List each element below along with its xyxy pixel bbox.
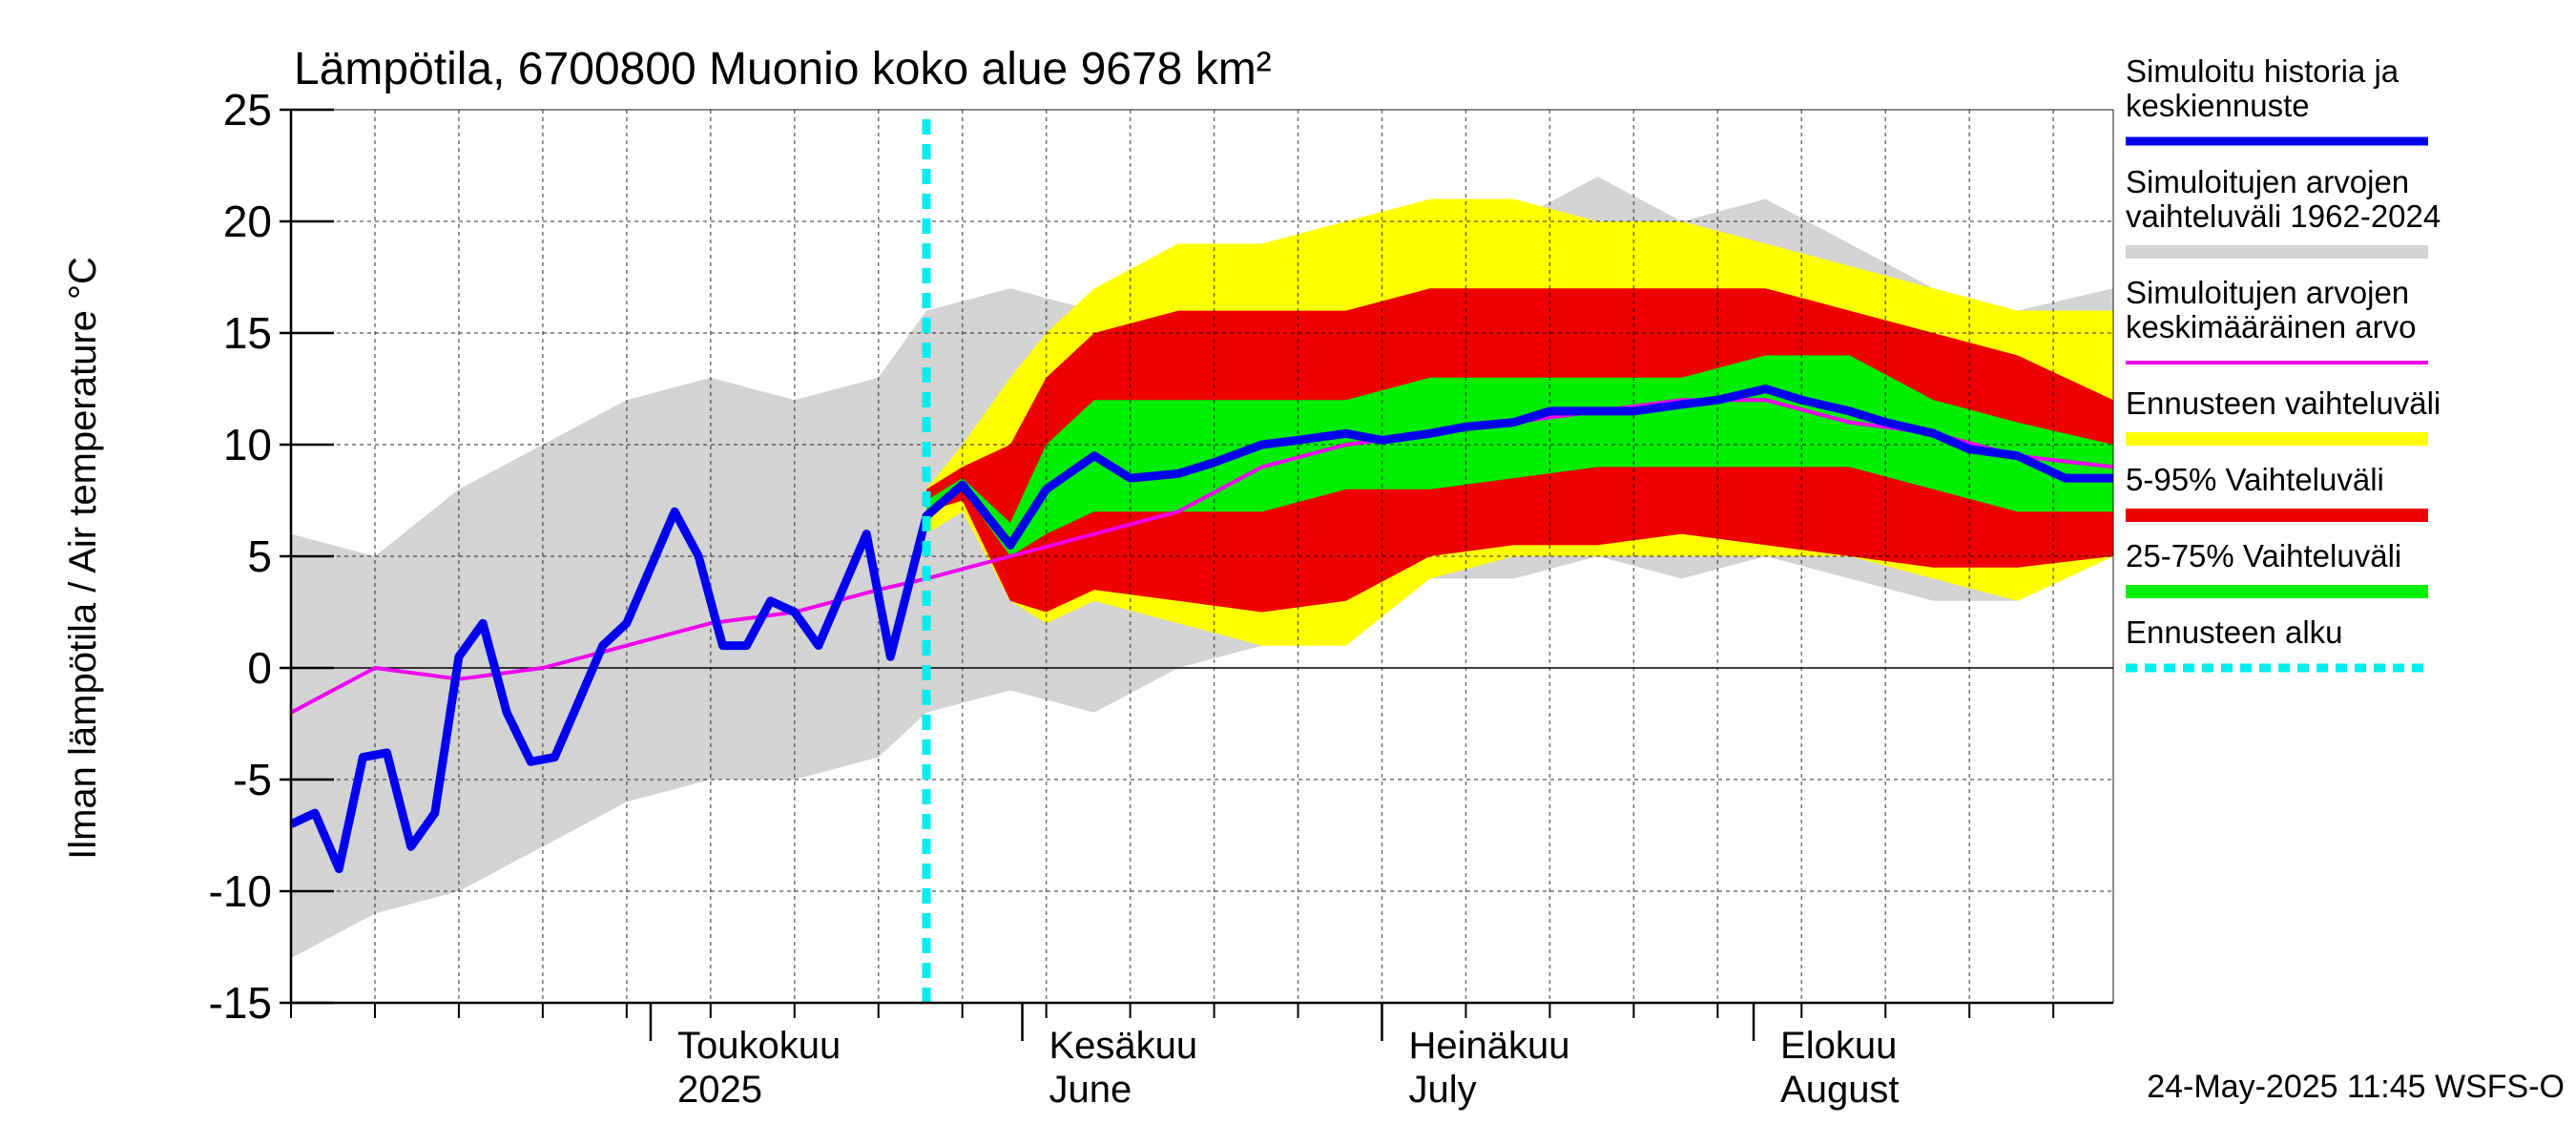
timestamp: 24-May-2025 11:45 WSFS-O [2147, 1069, 2565, 1105]
band-layer [291, 177, 2113, 959]
legend-label: Ennusteen vaihteluväli [2126, 385, 2441, 421]
y-tick-label: -10 [209, 866, 272, 916]
legend-label: Simuloitujen arvojen [2126, 275, 2409, 310]
y-tick-label: -5 [233, 755, 272, 804]
x-month-sublabel: August [1780, 1069, 1900, 1111]
x-month-sublabel: June [1049, 1069, 1132, 1111]
grid-layer [291, 110, 2113, 1003]
y-tick-label: 10 [223, 420, 272, 469]
x-month-label: Heinäkuu [1408, 1025, 1569, 1067]
x-month-label: Kesäkuu [1049, 1025, 1198, 1067]
legend-label: 5-95% Vaihteluväli [2126, 462, 2384, 497]
legend-label: keskimääräinen arvo [2126, 309, 2416, 344]
x-month-sublabel: 2025 [677, 1069, 762, 1111]
y-tick-label: 15 [223, 308, 272, 358]
chart-title: Lämpötila, 6700800 Muonio koko alue 9678… [294, 44, 1272, 94]
legend-label: keskiennuste [2126, 88, 2310, 123]
history-and-forecast-line [291, 385, 2113, 874]
x-month-label: Elokuu [1780, 1025, 1897, 1067]
legend-label: Simuloitu historia ja [2126, 53, 2399, 89]
x-month-sublabel: July [1408, 1069, 1476, 1111]
y-tick-label: 25 [223, 85, 272, 135]
y-tick-label: 5 [247, 531, 272, 581]
legend-label: vaihteluväli 1962-2024 [2126, 198, 2441, 234]
legend-label: Simuloitujen arvojen [2126, 164, 2409, 199]
y-axis-label: Ilman lämpötila / Air temperature °C [62, 257, 104, 860]
line-layer [291, 119, 2113, 1003]
y-tick-label: 0 [247, 643, 272, 693]
legend-label: Ennusteen alku [2126, 614, 2343, 650]
y-tick-label: 20 [223, 197, 272, 246]
y-tick-label: -15 [209, 978, 272, 1028]
legend-label: 25-75% Vaihteluväli [2126, 538, 2401, 573]
x-month-label: Toukokuu [677, 1025, 841, 1067]
